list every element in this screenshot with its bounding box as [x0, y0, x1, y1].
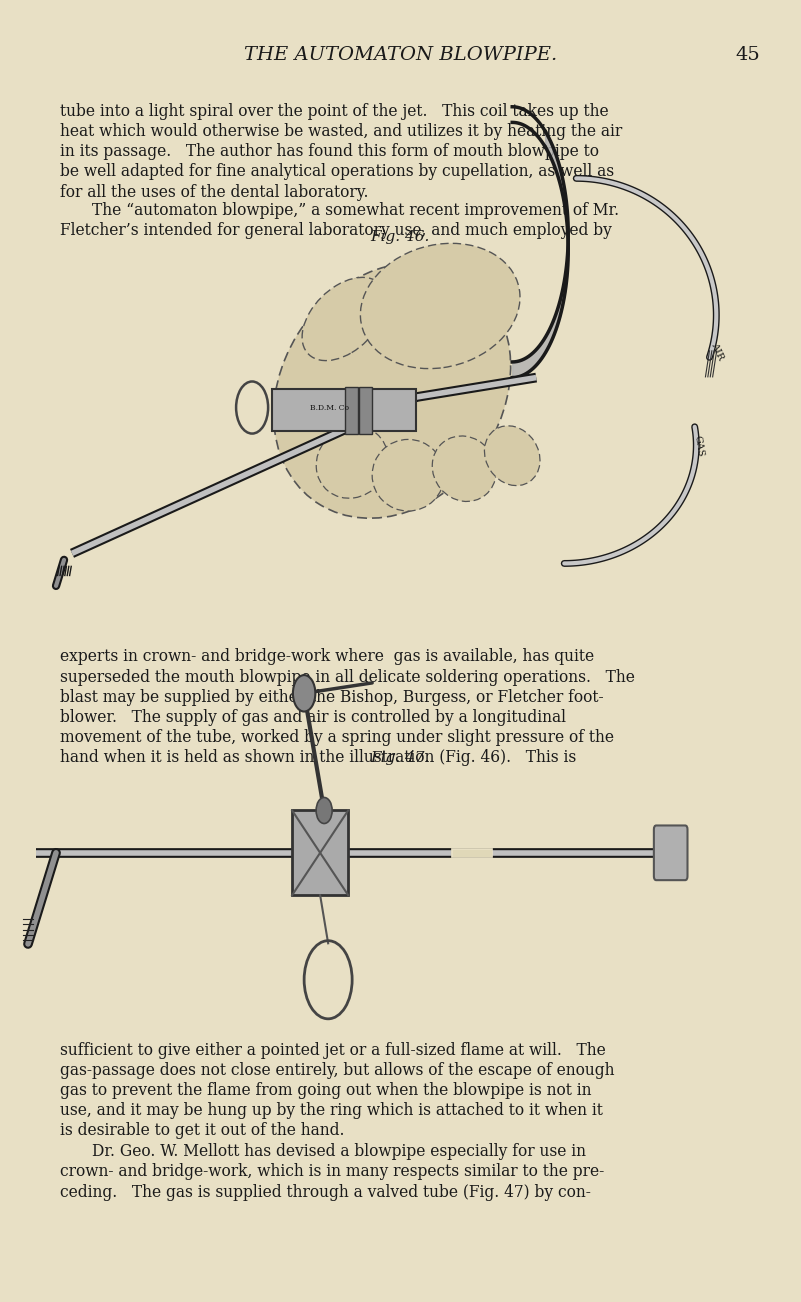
Text: gas to prevent the flame from going out when the blowpipe is not in: gas to prevent the flame from going out …	[60, 1082, 591, 1099]
Text: Fletcher’s intended for general laboratory use, and much employed by: Fletcher’s intended for general laborato…	[60, 221, 612, 240]
Text: blast may be supplied by either the Bishop, Burgess, or Fletcher foot-: blast may be supplied by either the Bish…	[60, 689, 604, 706]
FancyBboxPatch shape	[654, 825, 687, 880]
Text: ceding.   The gas is supplied through a valved tube (Fig. 47) by con-: ceding. The gas is supplied through a va…	[60, 1184, 591, 1200]
Text: heat which would otherwise be wasted, and utilizes it by heating the air: heat which would otherwise be wasted, an…	[60, 124, 622, 141]
Ellipse shape	[302, 277, 386, 361]
Text: superseded the mouth blowpipe in all delicate soldering operations.   The: superseded the mouth blowpipe in all del…	[60, 669, 635, 686]
Text: gas-passage does not close entirely, but allows of the escape of enough: gas-passage does not close entirely, but…	[60, 1062, 614, 1079]
Ellipse shape	[274, 263, 511, 518]
Circle shape	[293, 676, 316, 711]
Ellipse shape	[433, 436, 496, 501]
Text: movement of the tube, worked by a spring under slight pressure of the: movement of the tube, worked by a spring…	[60, 729, 614, 746]
Text: use, and it may be hung up by the ring which is attached to it when it: use, and it may be hung up by the ring w…	[60, 1101, 603, 1120]
Ellipse shape	[316, 426, 388, 499]
Ellipse shape	[360, 243, 520, 368]
Text: GAS: GAS	[692, 435, 705, 458]
Text: for all the uses of the dental laboratory.: for all the uses of the dental laborator…	[60, 184, 368, 201]
Text: Dr. Geo. W. Mellott has devised a blowpipe especially for use in: Dr. Geo. W. Mellott has devised a blowpi…	[92, 1143, 586, 1160]
Ellipse shape	[485, 426, 540, 486]
Ellipse shape	[372, 440, 445, 512]
Text: crown- and bridge-work, which is in many respects similar to the pre-: crown- and bridge-work, which is in many…	[60, 1164, 604, 1181]
FancyBboxPatch shape	[360, 387, 372, 434]
FancyBboxPatch shape	[272, 389, 417, 431]
Text: is desirable to get it out of the hand.: is desirable to get it out of the hand.	[60, 1122, 344, 1139]
Text: AIR: AIR	[710, 341, 726, 361]
Text: in its passage.   The author has found this form of mouth blowpipe to: in its passage. The author has found thi…	[60, 143, 599, 160]
Text: Fig. 47.: Fig. 47.	[371, 751, 430, 764]
Text: sufficient to give either a pointed jet or a full-sized flame at will.   The: sufficient to give either a pointed jet …	[60, 1042, 606, 1059]
Text: Fig. 46.: Fig. 46.	[371, 230, 430, 243]
Circle shape	[316, 797, 332, 824]
Text: hand when it is held as shown in the illustration (Fig. 46).   This is: hand when it is held as shown in the ill…	[60, 750, 576, 767]
FancyBboxPatch shape	[345, 387, 358, 434]
Text: 45: 45	[735, 46, 760, 64]
Text: blower.   The supply of gas and air is controlled by a longitudinal: blower. The supply of gas and air is con…	[60, 708, 566, 727]
Text: The “automaton blowpipe,” a somewhat recent improvement of Mr.: The “automaton blowpipe,” a somewhat rec…	[92, 202, 619, 219]
Text: THE AUTOMATON BLOWPIPE.: THE AUTOMATON BLOWPIPE.	[244, 46, 557, 64]
Text: tube into a light spiral over the point of the jet.   This coil takes up the: tube into a light spiral over the point …	[60, 103, 609, 120]
Text: B.D.M. Co: B.D.M. Co	[310, 404, 349, 411]
Text: be well adapted for fine analytical operations by cupellation, as well as: be well adapted for fine analytical oper…	[60, 163, 614, 181]
Text: experts in crown- and bridge-work where  gas is available, has quite: experts in crown- and bridge-work where …	[60, 648, 594, 665]
FancyBboxPatch shape	[292, 810, 348, 896]
